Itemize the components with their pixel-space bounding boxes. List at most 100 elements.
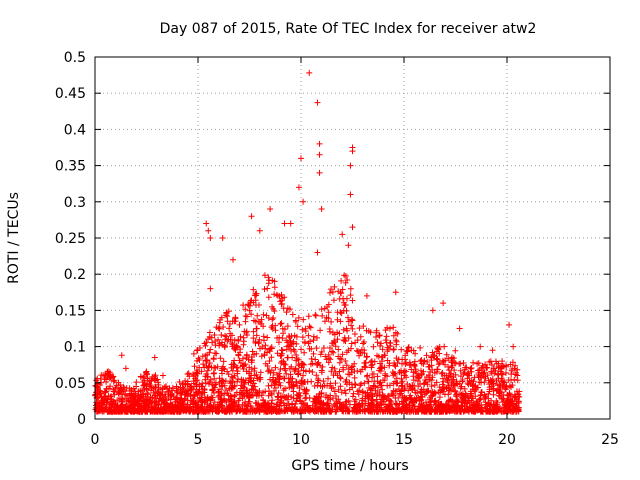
data-point xyxy=(433,379,440,386)
data-point xyxy=(334,336,341,343)
data-point xyxy=(489,376,496,383)
data-point xyxy=(234,344,241,351)
data-point xyxy=(303,394,310,401)
data-point xyxy=(335,346,342,353)
data-point xyxy=(316,140,323,147)
data-point xyxy=(159,372,166,379)
axis-ticks xyxy=(94,56,611,420)
data-point xyxy=(114,397,121,404)
data-point xyxy=(242,312,249,319)
data-point xyxy=(477,407,484,414)
data-point xyxy=(165,395,172,402)
data-point xyxy=(264,362,271,369)
data-point xyxy=(252,338,259,345)
data-point xyxy=(237,333,244,340)
data-point xyxy=(321,305,328,312)
data-point xyxy=(508,367,515,374)
data-point xyxy=(405,344,412,351)
data-point xyxy=(364,372,371,379)
data-point xyxy=(309,369,316,376)
data-point xyxy=(465,394,472,401)
data-point xyxy=(191,363,198,370)
data-point xyxy=(219,398,226,405)
data-point xyxy=(270,369,277,376)
data-point xyxy=(256,336,263,343)
data-point xyxy=(314,99,321,106)
data-point xyxy=(325,375,332,382)
data-point xyxy=(149,373,156,380)
data-point xyxy=(339,231,346,238)
data-point xyxy=(267,206,274,213)
data-point xyxy=(474,360,481,367)
data-point xyxy=(208,364,215,371)
data-point xyxy=(423,352,430,359)
data-point xyxy=(377,360,384,367)
data-point xyxy=(102,388,109,395)
data-point xyxy=(252,302,259,309)
data-point xyxy=(200,407,207,414)
data-point xyxy=(311,382,318,389)
data-point xyxy=(281,375,288,382)
data-point xyxy=(227,378,234,385)
data-point xyxy=(258,407,265,414)
data-point xyxy=(223,333,230,340)
data-point xyxy=(225,371,232,378)
data-point xyxy=(289,375,296,382)
data-point xyxy=(206,333,213,340)
data-point xyxy=(331,403,338,410)
data-point xyxy=(343,376,350,383)
data-point xyxy=(345,407,352,414)
data-point xyxy=(377,342,384,349)
data-point xyxy=(447,373,454,380)
data-point xyxy=(446,387,453,394)
data-point xyxy=(376,380,383,387)
data-point xyxy=(345,371,352,378)
data-point xyxy=(362,398,369,405)
y-tick-label: 0.05 xyxy=(55,376,86,392)
data-point xyxy=(246,370,253,377)
data-point xyxy=(278,397,285,404)
data-point xyxy=(300,372,307,379)
data-point xyxy=(298,155,304,162)
data-point xyxy=(256,387,263,394)
data-point xyxy=(234,378,241,385)
data-point xyxy=(347,285,354,292)
data-point xyxy=(413,370,420,377)
data-point xyxy=(468,390,475,397)
data-point xyxy=(336,359,343,366)
data-point xyxy=(235,352,242,359)
data-point xyxy=(498,408,505,415)
data-point xyxy=(421,380,428,387)
data-point xyxy=(467,365,474,372)
data-point xyxy=(403,359,410,366)
data-point xyxy=(234,375,241,382)
data-point xyxy=(422,405,429,412)
data-point xyxy=(460,359,467,366)
data-point xyxy=(146,378,153,385)
data-point xyxy=(338,310,345,317)
data-point xyxy=(234,408,241,415)
data-point xyxy=(457,367,464,374)
data-point xyxy=(241,380,248,387)
data-point xyxy=(388,399,395,406)
data-point xyxy=(435,361,442,368)
data-point xyxy=(312,311,319,318)
data-point xyxy=(166,405,173,412)
data-point xyxy=(270,305,277,312)
data-point xyxy=(357,333,364,340)
data-point xyxy=(315,377,322,384)
data-point xyxy=(348,322,355,329)
data-point xyxy=(508,371,515,378)
data-point xyxy=(141,402,148,409)
data-point xyxy=(230,374,237,381)
data-point xyxy=(508,397,515,404)
data-point xyxy=(356,387,363,394)
data-point xyxy=(362,360,369,367)
data-point xyxy=(252,290,259,297)
data-point xyxy=(503,398,510,405)
data-point xyxy=(138,398,145,405)
data-point xyxy=(103,376,110,383)
data-point xyxy=(391,408,398,415)
data-point xyxy=(215,394,222,401)
data-point xyxy=(218,367,225,374)
